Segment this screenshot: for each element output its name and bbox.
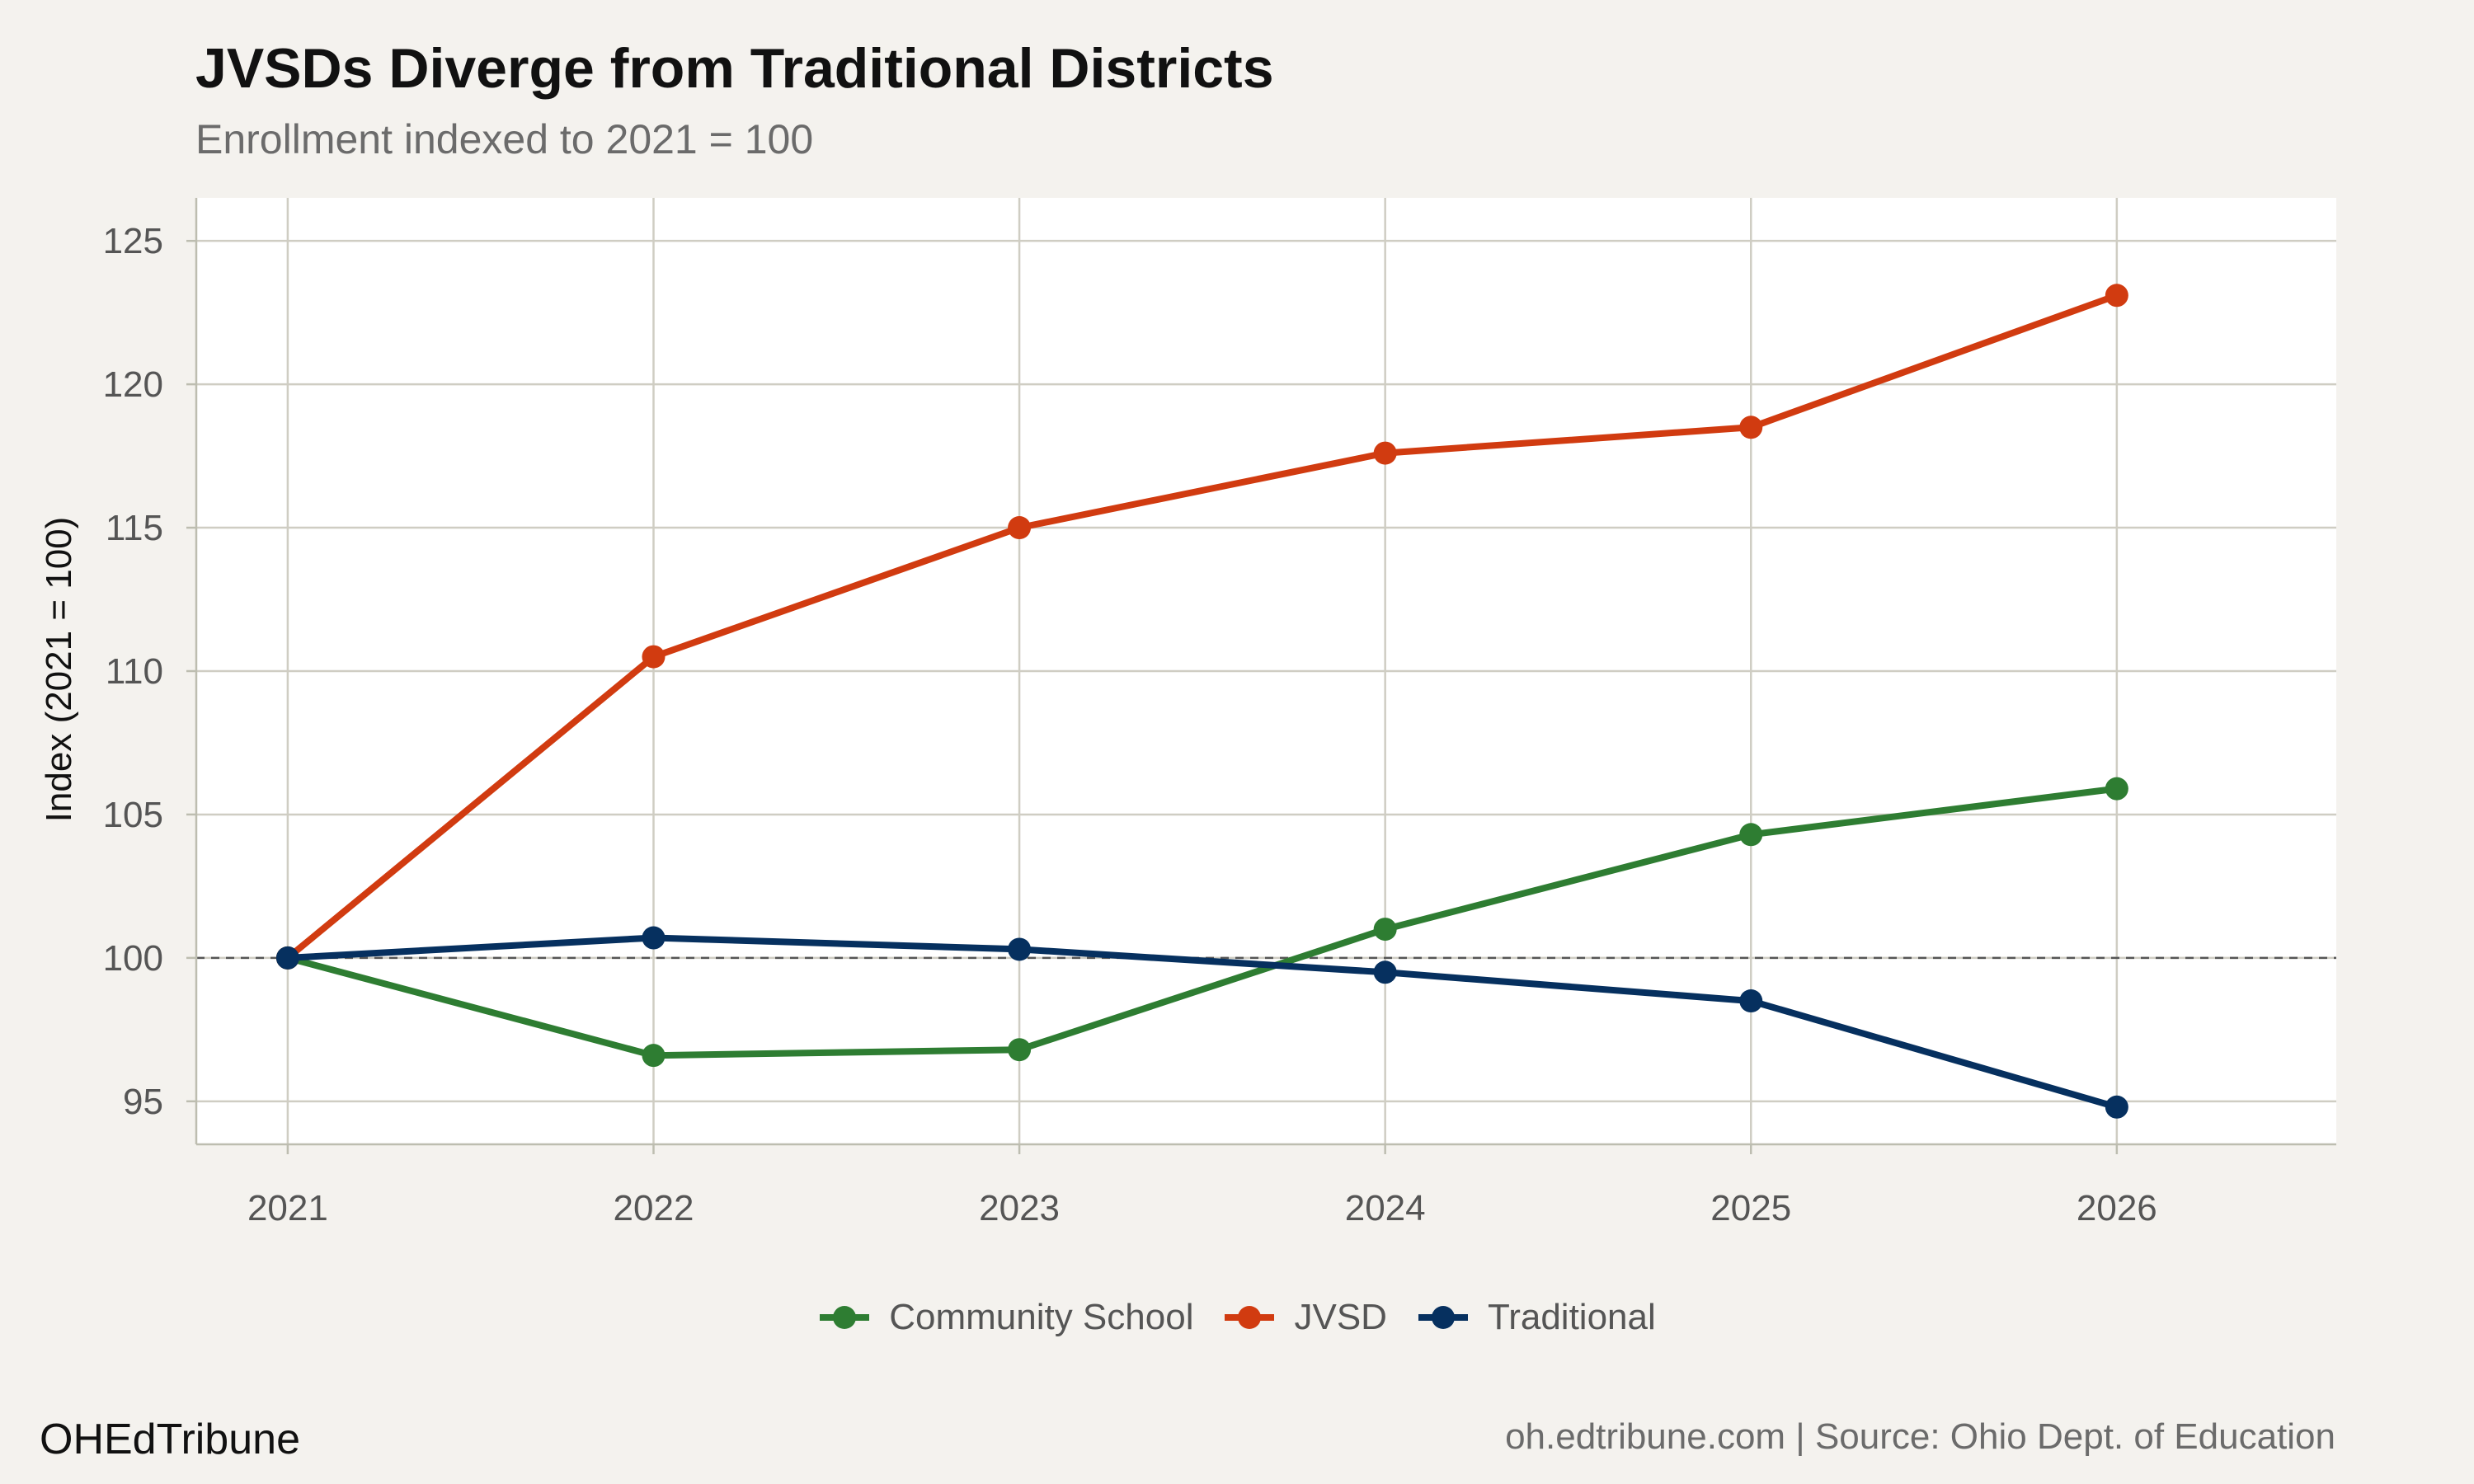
data-point-jvsd — [642, 645, 666, 669]
chart-subtitle: Enrollment indexed to 2021 = 100 — [195, 116, 814, 162]
series-line-traditional — [284, 934, 2120, 1111]
x-tick-label: 2024 — [1345, 1188, 1426, 1228]
x-tick-label: 2022 — [614, 1188, 694, 1228]
legend-item-jvsd: JVSD — [1223, 1297, 1387, 1338]
legend-key-traditional — [1418, 1306, 1468, 1329]
data-point-traditional — [1008, 937, 1032, 961]
legend-item-traditional: Traditional — [1417, 1297, 1656, 1338]
data-point-community-school — [2105, 777, 2128, 801]
data-point-traditional — [1373, 960, 1397, 984]
y-axis-ticks: 95 100 105 110 115 120 125 — [103, 221, 196, 1122]
data-point-jvsd — [2105, 284, 2128, 308]
y-tick-label: 125 — [103, 221, 163, 261]
legend-label-community-school: Community School — [889, 1297, 1194, 1337]
legend: Community School JVSD Traditional — [0, 1293, 2474, 1342]
data-point-traditional — [275, 946, 299, 970]
legend-key-jvsd — [1225, 1306, 1275, 1329]
data-point-community-school — [1739, 823, 1763, 847]
legend-item-community-school: Community School — [818, 1297, 1193, 1338]
x-axis-ticks: 2021 2022 2023 2024 2025 2026 — [247, 1144, 2157, 1228]
data-point-community-school — [1008, 1038, 1032, 1062]
series-line-jvsd — [284, 292, 2120, 961]
chart-title: JVSDs Diverge from Traditional Districts — [195, 37, 1274, 100]
data-point-community-school — [1373, 918, 1397, 942]
y-tick-label: 105 — [103, 795, 163, 835]
series-community-school — [275, 777, 2128, 1068]
legend-label-jvsd: JVSD — [1294, 1297, 1387, 1337]
data-point-traditional — [2105, 1095, 2128, 1119]
data-point-jvsd — [1373, 441, 1397, 465]
series-traditional — [275, 926, 2128, 1119]
y-axis-label: Index (2021 = 100) — [39, 517, 79, 823]
brand-label: OHEdTribune — [40, 1416, 300, 1463]
series-layer — [275, 284, 2128, 1119]
y-tick-label: 95 — [123, 1082, 163, 1122]
x-tick-label: 2025 — [1710, 1188, 1791, 1228]
legend-label-traditional: Traditional — [1487, 1297, 1656, 1337]
data-point-community-school — [642, 1044, 666, 1068]
y-tick-label: 100 — [103, 938, 163, 979]
series-line-community-school — [284, 785, 2120, 1059]
y-tick-label: 110 — [106, 651, 163, 692]
x-tick-label: 2023 — [979, 1188, 1060, 1228]
data-point-traditional — [642, 926, 666, 950]
source-label: oh.edtribune.com | Source: Ohio Dept. of… — [1505, 1416, 2335, 1457]
y-tick-label: 120 — [103, 364, 163, 405]
data-point-traditional — [1739, 989, 1763, 1013]
data-point-jvsd — [1739, 416, 1763, 439]
x-tick-label: 2021 — [247, 1188, 328, 1228]
x-tick-label: 2026 — [2077, 1188, 2157, 1228]
data-point-jvsd — [1008, 516, 1032, 540]
y-tick-label: 115 — [106, 508, 163, 548]
legend-key-community-school — [820, 1306, 870, 1329]
